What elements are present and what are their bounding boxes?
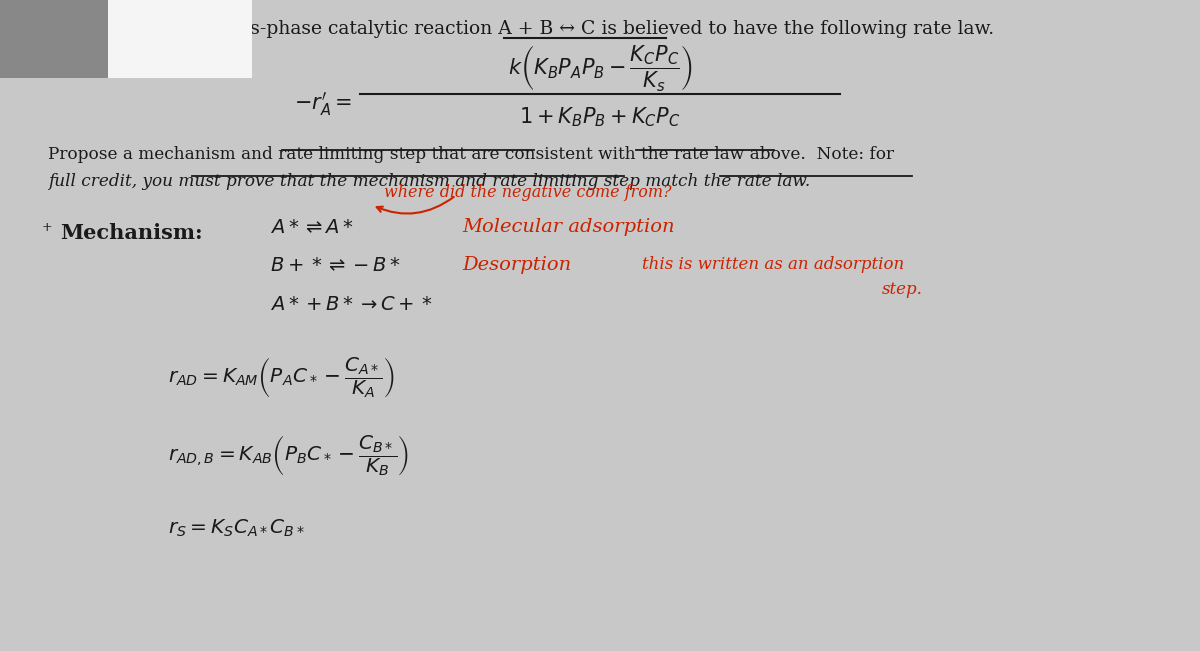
Text: $r_{AD}=K_{AM}\left(P_AC_*-\dfrac{C_{A*}}{K_A}\right)$: $r_{AD}=K_{AM}\left(P_AC_*-\dfrac{C_{A*}…	[168, 355, 395, 400]
Text: $k\left(K_B P_A P_B - \dfrac{K_C P_C}{K_s}\right)$: $k\left(K_B P_A P_B - \dfrac{K_C P_C}{K_…	[508, 44, 692, 93]
Text: $A*\rightleftharpoons A*$: $A*\rightleftharpoons A*$	[270, 219, 354, 238]
Text: Propose a mechanism and rate limiting step that are consistent with the rate law: Propose a mechanism and rate limiting st…	[48, 146, 894, 163]
Text: $r_S=K_SC_{A*}C_{B*}$: $r_S=K_SC_{A*}C_{B*}$	[168, 518, 305, 539]
Text: $-r_A^\prime =$: $-r_A^\prime =$	[294, 90, 352, 118]
Text: $A*+B*\rightarrow C+*$: $A*+B*\rightarrow C+*$	[270, 296, 433, 314]
Text: Mechanism:: Mechanism:	[60, 223, 203, 243]
Text: full credit, you must prove that the mechanism and rate limiting step match the : full credit, you must prove that the mec…	[48, 173, 810, 189]
Text: Molecular adsorption: Molecular adsorption	[462, 218, 674, 236]
Text: $r_{AD,B}=K_{AB}\left(P_BC_*-\dfrac{C_{B*}}{K_B}\right)$: $r_{AD,B}=K_{AB}\left(P_BC_*-\dfrac{C_{B…	[168, 433, 409, 478]
Text: step.: step.	[882, 281, 923, 298]
Text: The gas-phase catalytic reaction A + B ↔ C is believed to have the following rat: The gas-phase catalytic reaction A + B ↔…	[186, 20, 994, 38]
Text: $B+*\rightleftharpoons -B*$: $B+*\rightleftharpoons -B*$	[270, 257, 401, 275]
Text: this is written as an adsorption: this is written as an adsorption	[642, 256, 905, 273]
Text: Desorption: Desorption	[462, 256, 571, 274]
Text: +: +	[42, 221, 53, 234]
FancyBboxPatch shape	[0, 0, 252, 78]
FancyBboxPatch shape	[108, 0, 252, 78]
Text: $1 + K_B P_B + K_C P_C$: $1 + K_B P_B + K_C P_C$	[520, 105, 680, 129]
Text: ) 14): ) 14)	[114, 20, 158, 38]
Text: where did the negative come from?: where did the negative come from?	[384, 184, 672, 201]
